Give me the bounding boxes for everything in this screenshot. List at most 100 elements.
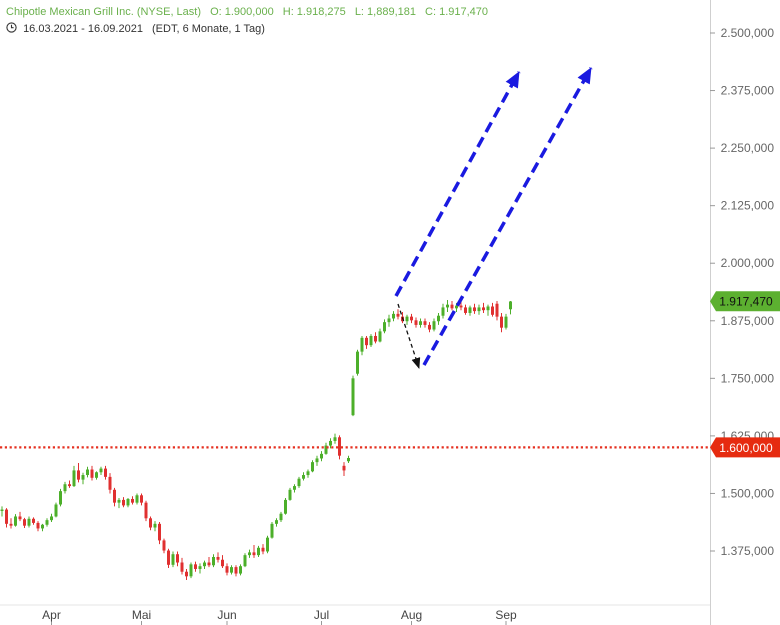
candle-body — [315, 458, 319, 463]
candle-body — [68, 484, 71, 487]
candle-body — [207, 562, 211, 566]
candle-body — [347, 457, 350, 462]
candle-body — [464, 307, 467, 313]
candle-body — [27, 518, 31, 526]
candle-body — [504, 316, 508, 328]
candle-body — [441, 307, 445, 316]
candle-body — [9, 523, 13, 526]
chart-header-range: 16.03.2021 - 16.09.2021 (EDT, 6 Monate, … — [6, 22, 271, 35]
candle-body — [468, 307, 472, 313]
candle-body — [95, 472, 98, 478]
candle-body — [81, 475, 85, 480]
candle-body — [369, 335, 373, 346]
candle-body — [104, 468, 107, 477]
candle-body — [135, 495, 139, 503]
candle-body — [14, 516, 17, 526]
y-tick-label: 1.875,000 — [721, 314, 775, 328]
candle-body — [351, 378, 355, 416]
candle-body — [459, 305, 463, 308]
candle-body — [428, 324, 431, 330]
clock-icon — [6, 22, 17, 33]
candle-body — [180, 562, 184, 572]
candle-series — [0, 300, 512, 581]
candle-body — [266, 537, 269, 552]
candle-body — [423, 321, 427, 325]
candle-body — [275, 520, 278, 524]
candle-body — [374, 335, 377, 342]
candle-body — [311, 462, 314, 472]
y-tick-label: 2.000,000 — [721, 256, 775, 270]
candle-body — [342, 465, 346, 471]
candle-body — [140, 495, 143, 503]
candle-body — [167, 550, 170, 565]
candle-body — [302, 475, 305, 479]
candle-body — [284, 499, 287, 514]
candle-body — [477, 307, 481, 312]
candle-body — [495, 303, 499, 317]
candle-body — [99, 468, 103, 473]
x-tick-label: Sep — [495, 608, 517, 622]
level-price-badge — [710, 437, 780, 458]
candle-body — [230, 567, 233, 573]
trend-arrow-lower — [422, 67, 593, 366]
candle-body — [455, 305, 458, 309]
candle-body — [437, 315, 440, 322]
candle-body — [320, 453, 323, 459]
candle-body — [45, 520, 49, 525]
candle-body — [396, 313, 400, 317]
candle-body — [32, 518, 35, 523]
candle-body — [234, 567, 238, 574]
candle-body — [41, 524, 44, 529]
header-period-info: (EDT, 6 Monate, 1 Tag) — [152, 23, 265, 35]
candle-body — [212, 556, 215, 566]
candle-body — [131, 498, 134, 503]
candle-body — [63, 484, 67, 492]
candle-body — [86, 469, 89, 476]
candle-body — [252, 552, 256, 556]
candle-body — [270, 523, 274, 538]
x-tick-label: Jul — [314, 608, 329, 622]
candle-body — [383, 322, 386, 332]
last-price-badge — [710, 291, 780, 312]
candle-body — [36, 522, 40, 529]
candle-body — [356, 351, 359, 374]
candle-body — [203, 562, 206, 567]
candle-body — [59, 491, 62, 505]
candle-body — [450, 304, 454, 309]
candle-body — [54, 504, 58, 517]
pullback-arrow — [397, 303, 421, 369]
candle-body — [243, 555, 247, 567]
x-tick-label: Mai — [132, 608, 151, 622]
header-open: O: 1.900,000 — [210, 6, 274, 18]
header-symbol-title: Chipotle Mexican Grill Inc. (NYSE, Last) — [6, 6, 202, 18]
chart-header-quote: Chipotle Mexican Grill Inc. (NYSE, Last)… — [6, 6, 494, 18]
candle-body — [491, 306, 494, 315]
candle-body — [410, 316, 413, 321]
candle-body — [405, 316, 409, 322]
header-close: C: 1.917,470 — [425, 6, 489, 18]
y-tick-label: 1.750,000 — [721, 371, 775, 385]
candle-body — [482, 307, 485, 311]
candle-body — [288, 489, 292, 500]
candle-body — [185, 571, 188, 577]
candle-body — [122, 499, 125, 506]
candle-body — [18, 516, 22, 520]
candle-body — [176, 554, 179, 563]
y-tick-label: 2.375,000 — [721, 84, 775, 98]
y-tick-label: 1.500,000 — [721, 486, 775, 500]
candle-body — [333, 437, 337, 441]
candle-body — [297, 478, 301, 487]
candle-body — [77, 470, 80, 480]
candle-body — [149, 518, 152, 528]
candle-body — [126, 498, 130, 506]
candle-body — [108, 476, 112, 490]
candle-body — [113, 489, 116, 503]
candle-body — [198, 566, 202, 569]
trend-arrow-upper — [394, 71, 521, 297]
candle-body — [0, 509, 4, 511]
candle-body — [387, 318, 391, 323]
candle-body — [486, 306, 490, 311]
candle-body — [279, 513, 283, 521]
candle-body — [72, 470, 76, 487]
